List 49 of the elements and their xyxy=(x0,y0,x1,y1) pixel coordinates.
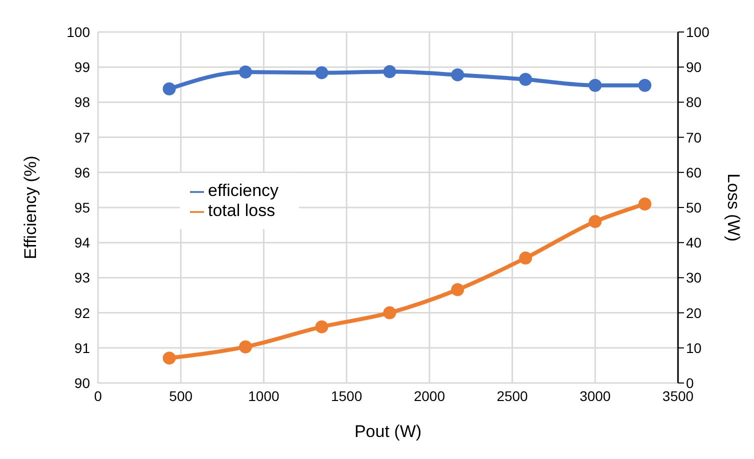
y-axis-title: Efficiency (%) xyxy=(21,156,40,260)
point xyxy=(451,283,464,296)
point xyxy=(238,66,252,79)
point xyxy=(162,352,176,365)
point xyxy=(315,66,328,80)
y2-axis-title: Loss (W) xyxy=(724,174,743,242)
x-tick-label: 2000 xyxy=(414,388,446,404)
y2-tick-label: 60 xyxy=(686,164,702,180)
y-tick-label: 92 xyxy=(74,304,90,321)
y2-tick-label: 100 xyxy=(686,24,710,40)
y2-tick-label: 70 xyxy=(686,129,702,146)
x-tick-label: 1500 xyxy=(330,388,362,404)
y-tick-label: 97 xyxy=(74,129,90,146)
y-tick-label: 100 xyxy=(66,24,90,40)
point xyxy=(588,78,602,92)
y2-tick-label: 50 xyxy=(686,199,702,216)
point xyxy=(315,320,328,334)
legend-label: efficiency xyxy=(208,181,279,200)
y-tick-label: 95 xyxy=(74,199,90,216)
y2-tick-label: 10 xyxy=(686,340,702,356)
y-tick-label: 96 xyxy=(74,164,90,180)
point xyxy=(638,78,652,92)
point xyxy=(162,82,176,96)
y2-tick-label: 30 xyxy=(686,270,702,286)
x-tick-label: 0 xyxy=(94,388,102,404)
y-tick-label: 94 xyxy=(74,234,90,251)
point xyxy=(451,68,464,82)
y-tick-label: 93 xyxy=(74,270,90,286)
point xyxy=(383,306,396,320)
y2-tick-label: 90 xyxy=(686,59,702,76)
point xyxy=(638,197,652,210)
legend-label: total loss xyxy=(208,201,276,220)
y2-tick-label: 20 xyxy=(686,304,702,321)
x-tick-label: 1000 xyxy=(248,388,280,404)
y-tick-label: 90 xyxy=(74,374,90,391)
x-tick-label: 2500 xyxy=(496,388,528,404)
point xyxy=(588,215,602,228)
x-tick-label: 500 xyxy=(169,388,193,404)
y-tick-label: 91 xyxy=(74,340,90,356)
point xyxy=(383,65,396,78)
point xyxy=(519,72,532,86)
point xyxy=(519,252,532,265)
y-tick-label: 99 xyxy=(74,59,90,76)
point xyxy=(238,340,252,354)
x-axis-title: Pout (W) xyxy=(354,422,422,441)
y-tick-label: 98 xyxy=(74,94,90,110)
x-tick-label: 3000 xyxy=(580,388,611,404)
y2-tick-label: 40 xyxy=(686,234,702,251)
y2-tick-label: 80 xyxy=(686,94,702,110)
